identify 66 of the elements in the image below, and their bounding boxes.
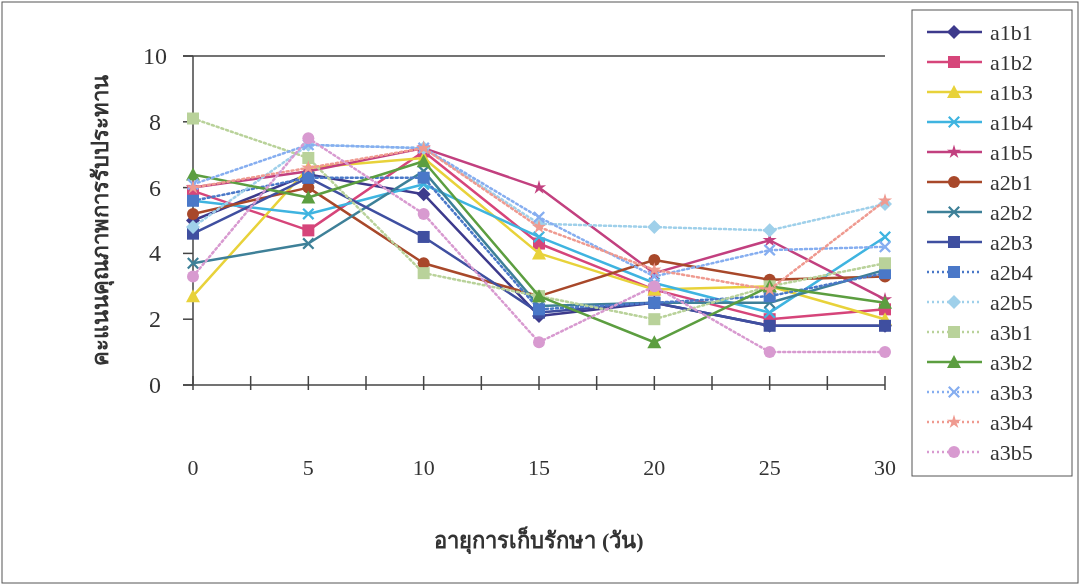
point — [186, 289, 200, 303]
legend-label: a2b2 — [990, 200, 1033, 225]
point — [187, 207, 199, 220]
x-tick-label: 20 — [643, 455, 666, 480]
x-tick-label: 15 — [528, 455, 550, 480]
point — [647, 335, 662, 349]
point — [417, 207, 430, 220]
legend-label: a2b4 — [990, 260, 1033, 285]
legend-label: a3b5 — [990, 440, 1033, 465]
point — [648, 313, 661, 326]
point — [877, 193, 893, 207]
point — [187, 257, 199, 270]
legend-label: a1b3 — [990, 80, 1033, 105]
x-tick-label: 25 — [758, 455, 781, 480]
legend-label: a2b5 — [990, 290, 1033, 315]
point — [533, 211, 545, 224]
point — [647, 220, 662, 235]
point — [417, 171, 430, 184]
x-tick-label: 30 — [874, 455, 896, 480]
point — [417, 267, 430, 280]
point — [416, 187, 431, 202]
legend-label: a3b1 — [990, 320, 1033, 345]
point — [302, 132, 315, 145]
y-tick-label: 8 — [149, 108, 161, 135]
point — [879, 257, 891, 270]
x-axis-title: อายุการเก็บรักษา (วัน) — [434, 526, 644, 555]
point — [648, 253, 661, 266]
legend-label: a2b1 — [990, 170, 1033, 195]
y-tick-label: 0 — [149, 372, 161, 398]
point — [302, 151, 315, 164]
point — [186, 220, 200, 235]
point — [302, 224, 315, 237]
point — [416, 154, 431, 168]
point — [879, 240, 891, 253]
y-tick-label: 2 — [149, 306, 161, 333]
point — [302, 207, 315, 220]
legend-label: a2b3 — [990, 230, 1033, 255]
point — [533, 336, 545, 349]
y-tick-label: 6 — [149, 174, 161, 201]
point — [417, 230, 430, 243]
y-axis-title: คะแนนคุณภาพการรับประทาน — [88, 75, 115, 366]
point — [763, 244, 776, 257]
point — [301, 190, 316, 204]
point — [879, 230, 891, 243]
point — [763, 346, 776, 359]
point — [187, 112, 199, 125]
point — [187, 270, 199, 283]
legend-label: a3b2 — [990, 350, 1033, 375]
legend-label: a1b1 — [990, 20, 1033, 45]
point — [533, 230, 545, 243]
legend-label: a3b4 — [990, 410, 1033, 435]
x-tick-label: 0 — [187, 455, 199, 480]
x-tick-label: 5 — [302, 455, 314, 480]
point — [762, 223, 777, 238]
point — [532, 246, 546, 260]
point — [879, 346, 891, 359]
x-tick-label: 10 — [412, 455, 435, 480]
legend-label: a1b2 — [990, 50, 1033, 75]
point — [647, 262, 662, 276]
point — [878, 295, 892, 309]
y-tick-label: 10 — [143, 43, 167, 69]
legend-label: a1b4 — [990, 110, 1033, 135]
legend-label: a1b5 — [990, 140, 1033, 165]
point — [302, 237, 315, 250]
legend-label: a3b3 — [990, 380, 1033, 405]
y-tick-label: 4 — [149, 240, 161, 267]
